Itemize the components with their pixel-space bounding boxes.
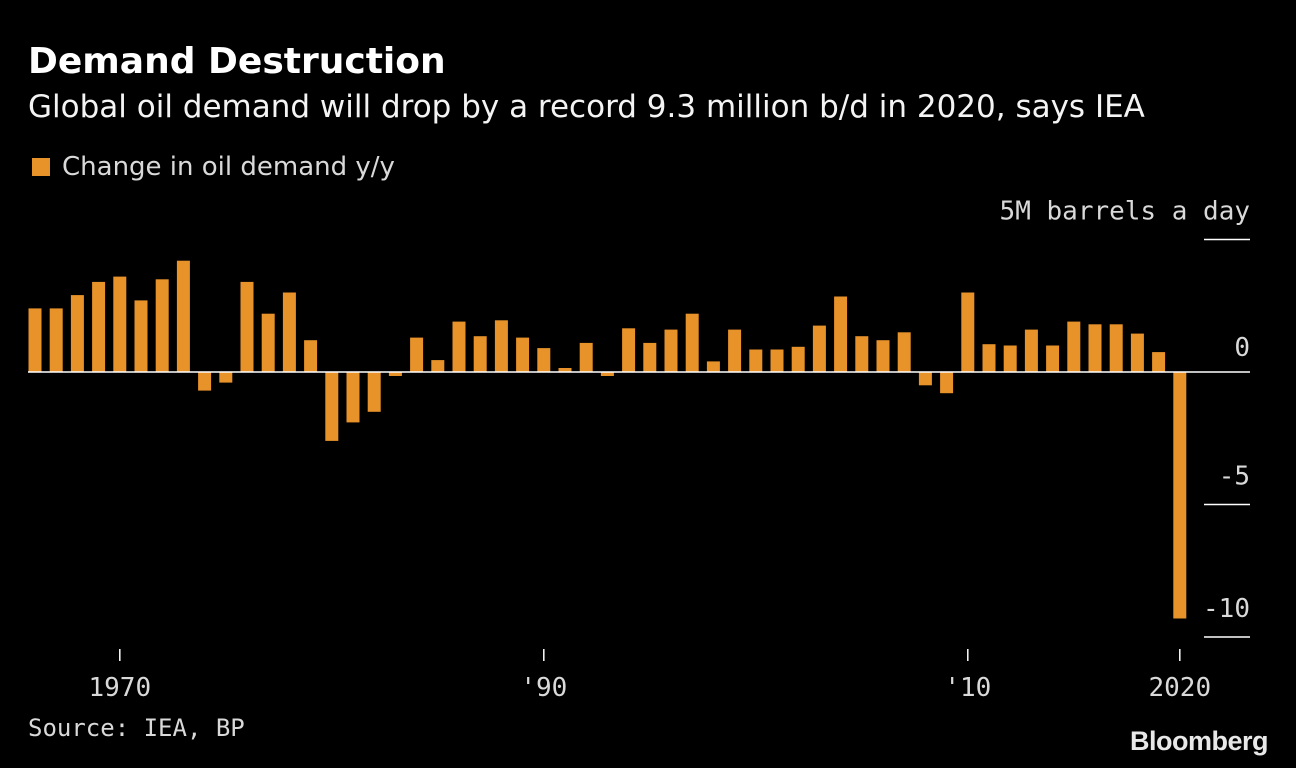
y-tick-label-5: 5M barrels a day [1000, 197, 1250, 227]
bar-2003 [812, 325, 826, 372]
bar-2011 [982, 344, 996, 372]
bar-1987 [473, 336, 487, 372]
bar-2017 [1109, 324, 1123, 372]
bar-2007 [897, 332, 911, 373]
bar-2002 [791, 346, 805, 372]
bar-1994 [622, 328, 636, 372]
bar-1979 [304, 340, 318, 372]
bar-1999 [728, 329, 742, 372]
bar-2020 [1173, 372, 1187, 619]
x-tick-label-1970: 1970 [88, 673, 151, 700]
bar-1970 [113, 276, 127, 372]
bar-1990 [537, 348, 551, 372]
bar-2015 [1067, 321, 1081, 372]
bar-1986 [452, 321, 466, 372]
bar-1983 [388, 372, 402, 376]
bar-2016 [1088, 324, 1102, 372]
bar-2005 [855, 336, 869, 372]
bar-1969 [92, 281, 106, 372]
bar-1978 [282, 292, 296, 372]
bar-1968 [70, 295, 84, 372]
chart-title: Demand Destruction [28, 41, 446, 82]
bar-1974 [198, 372, 212, 391]
bloomberg-logo: Bloomberg [1129, 726, 1269, 756]
bar-1997 [685, 313, 699, 372]
bar-2004 [834, 296, 848, 372]
bar-1991 [558, 368, 572, 372]
source-note: Source: IEA, BP [28, 714, 245, 742]
bar-1977 [261, 313, 275, 372]
bar-2012 [1003, 345, 1017, 372]
bar-2008 [918, 372, 932, 386]
bar-2000 [749, 349, 763, 372]
bar-1995 [643, 342, 657, 372]
bar-1980 [325, 372, 339, 441]
bar-1976 [240, 281, 254, 372]
bar-2001 [770, 349, 784, 372]
bar-1981 [346, 372, 360, 423]
bar-1973 [176, 260, 190, 372]
bar-1972 [155, 279, 169, 373]
legend-label: Change in oil demand y/y [62, 152, 395, 182]
x-tick-label-2020: 2020 [1148, 673, 1211, 700]
bar-1967 [49, 308, 63, 372]
bar-1996 [664, 329, 678, 372]
bar-1984 [410, 337, 424, 372]
bar-1975 [219, 372, 233, 383]
bar-1988 [494, 320, 508, 372]
legend-swatch [32, 158, 50, 176]
chart-subtitle: Global oil demand will drop by a record … [28, 89, 1145, 125]
bar-2013 [1024, 329, 1038, 372]
bar-1971 [134, 300, 148, 372]
bar-1992 [579, 342, 593, 372]
bar-1982 [367, 372, 381, 412]
bar-1998 [706, 361, 720, 372]
legend: Change in oil demand y/y [32, 150, 395, 184]
y-tick-label--10: -10 [1203, 594, 1250, 624]
bar-2006 [876, 340, 890, 372]
y-tick-label-0: 0 [1234, 333, 1250, 363]
bar-2010 [961, 292, 975, 372]
bar-2019 [1152, 352, 1166, 372]
bar-2009 [940, 372, 954, 394]
bar-1993 [600, 372, 614, 376]
bar-1989 [516, 337, 530, 372]
x-tick-label-2010: '10 [944, 673, 991, 700]
x-tick-label-1990: '90 [520, 673, 567, 700]
bar-1966 [28, 308, 42, 372]
bar-chart: 5M barrels a day 0 -5 -10 1970 '90 '10 2020 [28, 197, 1250, 700]
bar-1985 [431, 360, 445, 372]
bar-2018 [1130, 333, 1144, 372]
y-tick-label--5: -5 [1219, 462, 1250, 492]
bar-2014 [1046, 345, 1060, 372]
